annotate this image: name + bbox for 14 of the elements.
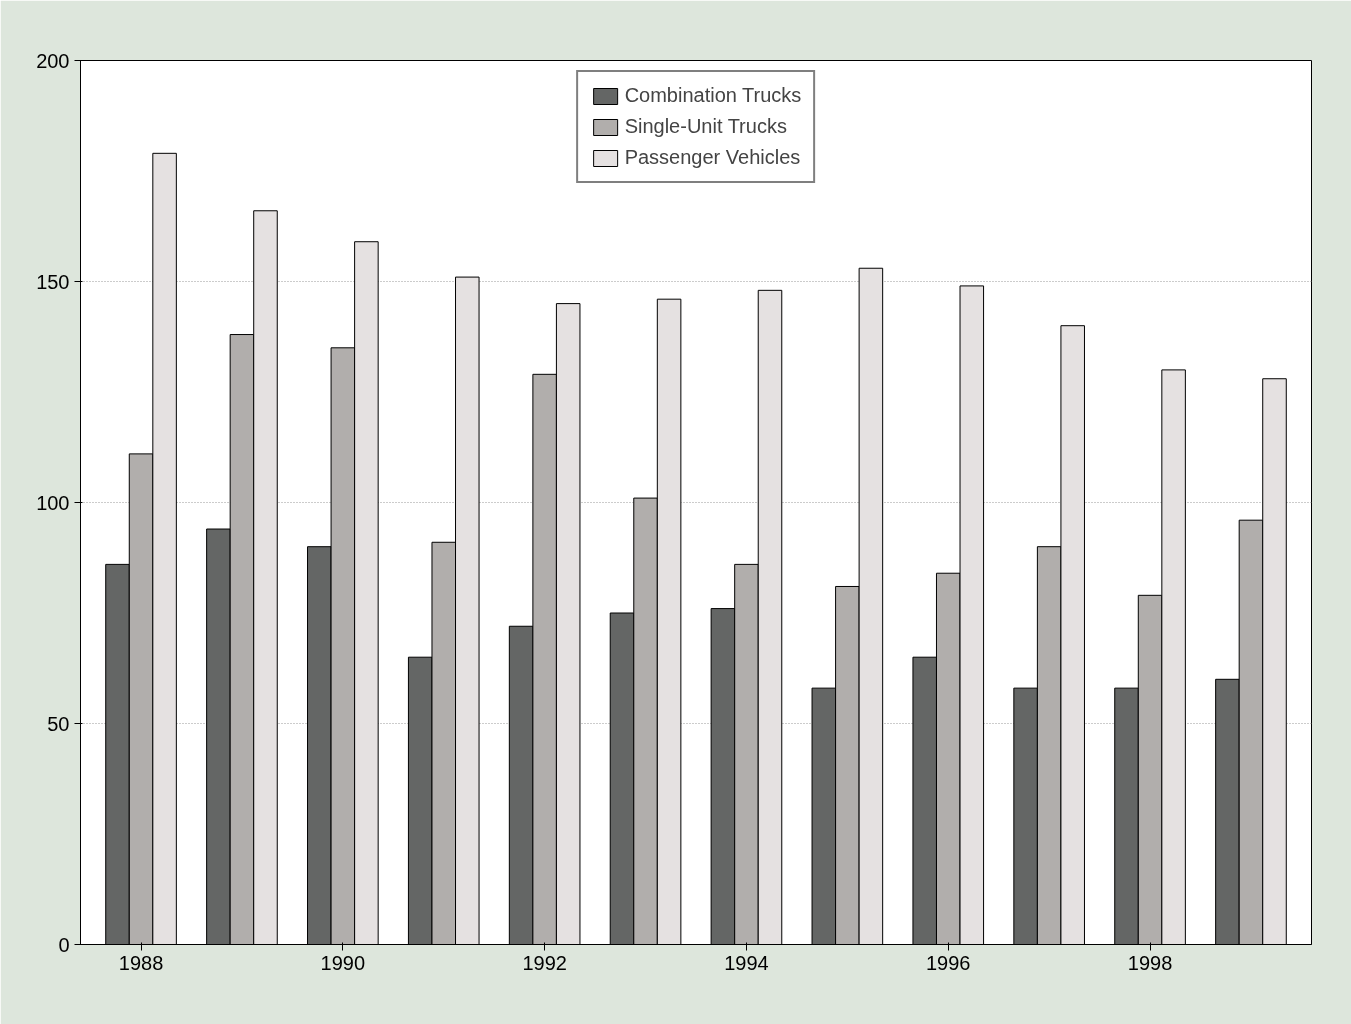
y-tick-label: 0 — [58, 933, 70, 956]
x-tick-label: 1994 — [724, 951, 769, 974]
y-tick-label: 50 — [47, 712, 70, 735]
legend-label: Passenger Vehicles — [624, 146, 801, 169]
x-tick-label: 1996 — [926, 951, 971, 974]
x-tick-label: 1990 — [320, 951, 366, 974]
x-tick-label: 1998 — [1127, 951, 1173, 974]
y-tick-label: 100 — [36, 491, 70, 514]
x-tick-label: 1988 — [118, 951, 164, 974]
legend-label: Single-Unit Trucks — [624, 115, 787, 138]
y-tick-label: 150 — [36, 270, 70, 293]
y-tick-label: 200 — [36, 49, 70, 72]
legend-label: Combination Trucks — [624, 84, 802, 107]
x-tick-label: 1992 — [522, 951, 567, 974]
